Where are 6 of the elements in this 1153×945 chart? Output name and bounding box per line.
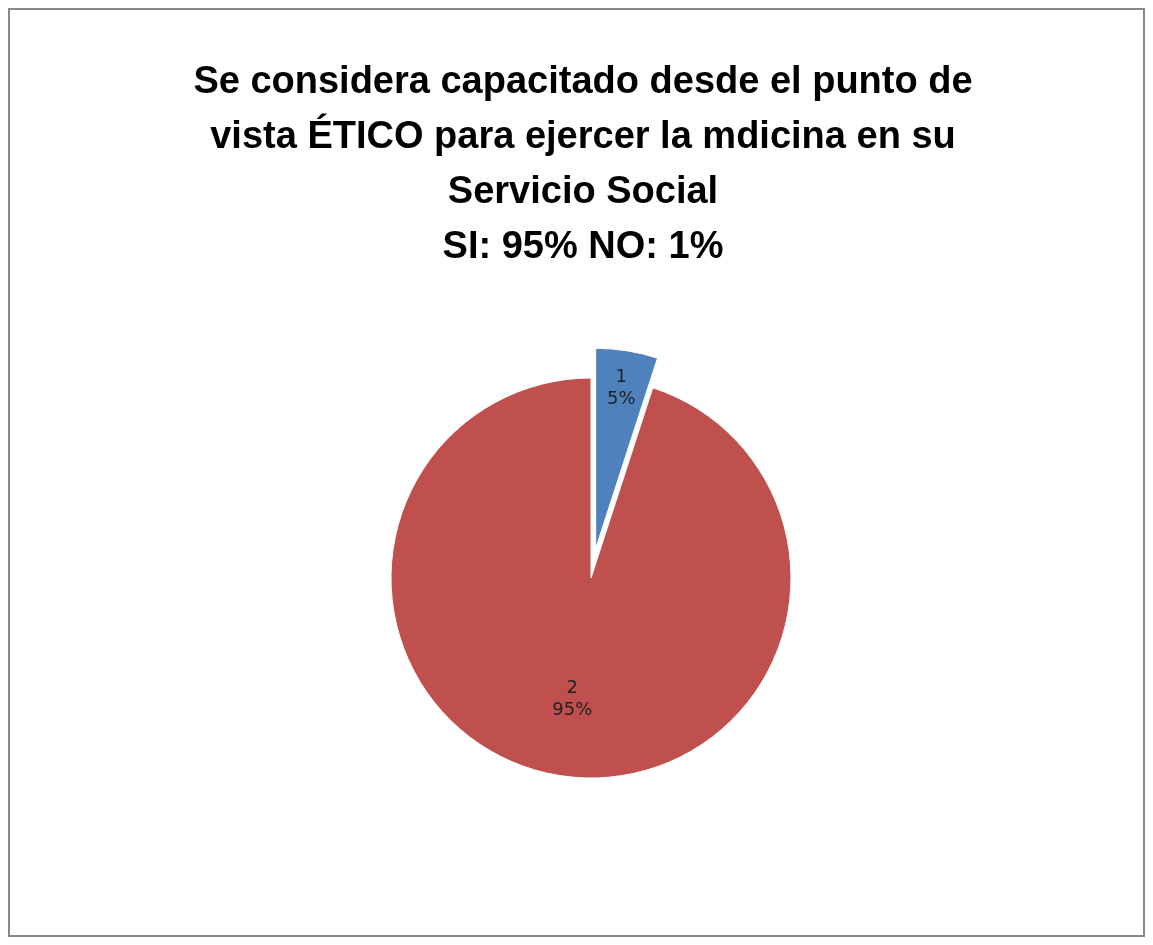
chart-subtitle: SI: 95% NO: 1% bbox=[442, 224, 724, 266]
data-label: 5% bbox=[607, 387, 636, 409]
slice-label: 2 bbox=[566, 675, 578, 697]
data-label: 95% bbox=[552, 697, 593, 719]
slice-label: 1 bbox=[615, 365, 628, 387]
chart-title: Se considera capacitado desde el punto de vista ÉTICO para ejercer la mdicina en su Servicio Social bbox=[193, 59, 973, 211]
